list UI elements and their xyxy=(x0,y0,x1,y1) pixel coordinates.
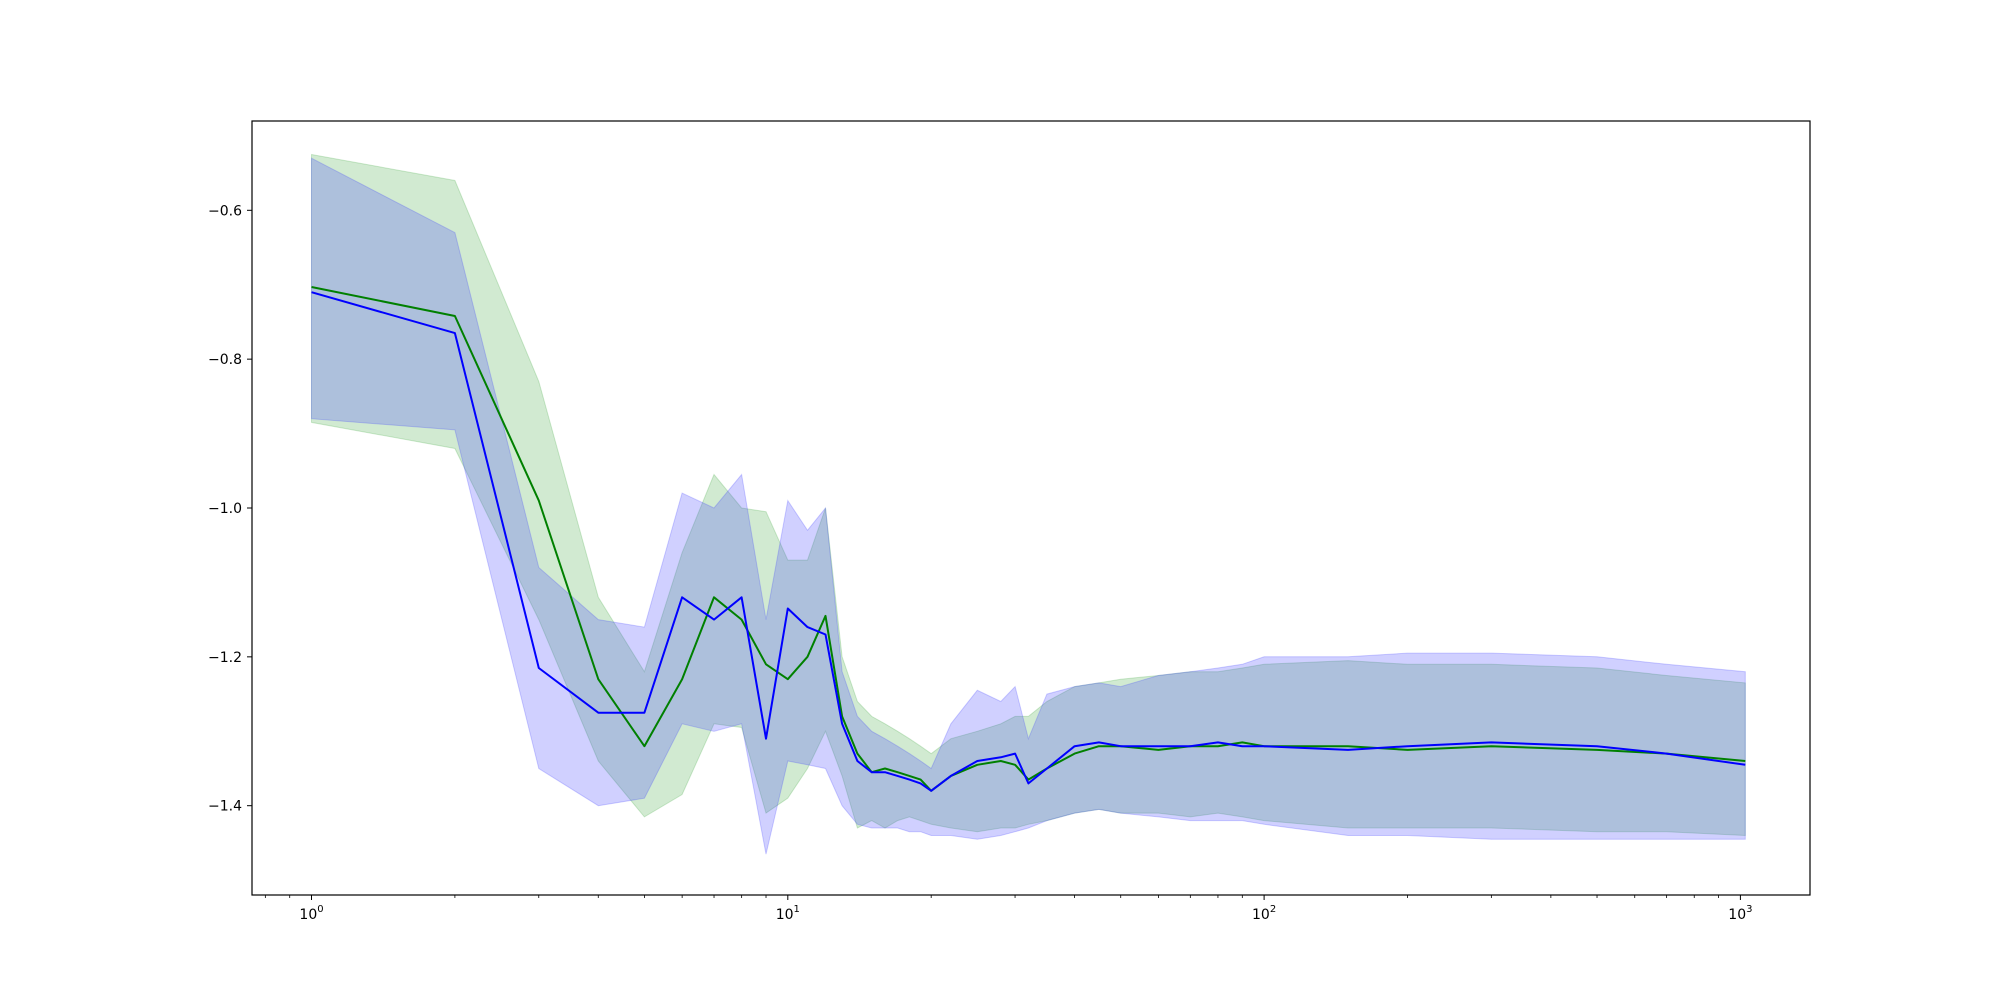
x-tick-label: 102 xyxy=(1252,904,1276,923)
y-tick-label: −1.0 xyxy=(208,501,242,517)
y-axis: −1.4 −1.2 −1.0 −0.8 −0.6 xyxy=(208,203,252,815)
series-line-2 xyxy=(311,291,1746,792)
x-axis: 100 101 102 103 xyxy=(264,895,1753,923)
series-group xyxy=(311,153,1746,855)
y-tick-label: −1.2 xyxy=(208,650,242,666)
x-tick-label: 101 xyxy=(776,904,800,923)
x-tick-label: 100 xyxy=(299,904,323,923)
y-tick-label: −0.8 xyxy=(208,352,242,368)
plot-area xyxy=(311,153,1746,855)
y-tick-label: −1.4 xyxy=(208,799,242,815)
y-tick-label: −0.6 xyxy=(208,203,242,219)
x-tick-label: 103 xyxy=(1728,904,1752,923)
confidence-band-1 xyxy=(311,153,1746,837)
confidence-band-2 xyxy=(311,157,1746,855)
